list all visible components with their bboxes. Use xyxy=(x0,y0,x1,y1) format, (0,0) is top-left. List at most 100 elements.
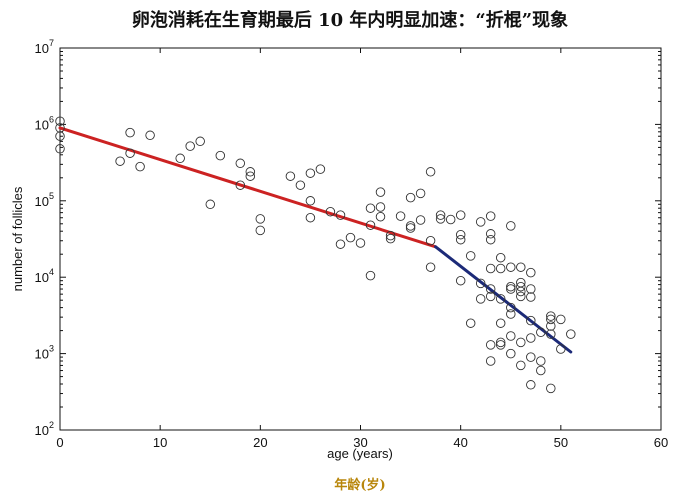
data-point xyxy=(305,196,316,206)
data-point xyxy=(506,281,516,292)
y-tick-label: 107 xyxy=(35,38,54,56)
data-point xyxy=(455,229,466,240)
data-point xyxy=(235,158,246,169)
data-point xyxy=(506,331,516,341)
data-point xyxy=(445,214,456,225)
data-point xyxy=(495,340,506,350)
chart-title: 卵泡消耗在生育期最后 10 年内明显加速：“折棍”现象 xyxy=(131,10,569,31)
data-point xyxy=(485,234,496,245)
data-point xyxy=(375,187,386,197)
data-point xyxy=(516,337,526,348)
data-point xyxy=(325,206,336,217)
data-point xyxy=(335,210,346,220)
data-point xyxy=(516,291,526,302)
fit-line-1 xyxy=(58,126,438,249)
data-point xyxy=(556,314,566,325)
data-point xyxy=(405,221,416,231)
data-point xyxy=(305,168,316,178)
data-point xyxy=(365,220,376,230)
data-point xyxy=(536,365,546,376)
data-point xyxy=(55,116,65,126)
data-point xyxy=(295,180,306,190)
data-point xyxy=(526,284,536,294)
data-point xyxy=(355,238,366,248)
data-point xyxy=(335,239,346,249)
data-point xyxy=(556,344,566,354)
x-tick-label: 0 xyxy=(56,435,63,450)
data-point xyxy=(215,150,226,161)
x-axis: 0 10 20 30 40 50 60 xyxy=(56,48,668,450)
data-point xyxy=(255,225,266,236)
data-point xyxy=(405,192,416,203)
data-point xyxy=(546,329,556,339)
x-tick-label: 60 xyxy=(654,435,668,450)
data-point xyxy=(125,148,135,158)
data-point xyxy=(245,171,256,181)
data-point xyxy=(485,291,496,302)
data-point xyxy=(546,311,556,321)
data-point xyxy=(365,270,376,281)
data-point xyxy=(516,286,526,297)
data-point xyxy=(506,302,516,313)
data-point xyxy=(475,294,486,304)
fit-line-2 xyxy=(434,245,573,354)
data-point xyxy=(205,199,216,210)
data-point xyxy=(516,281,526,292)
data-point xyxy=(546,321,556,331)
y-axis-label: number of follicles xyxy=(10,186,25,291)
chinese-x-axis-label: 年龄(岁) xyxy=(334,478,386,493)
data-point xyxy=(546,383,556,394)
data-point xyxy=(305,212,316,223)
data-point xyxy=(425,167,436,177)
data-point xyxy=(415,188,426,199)
data-point xyxy=(55,144,65,154)
data-point xyxy=(115,156,125,166)
x-tick-label: 30 xyxy=(353,435,367,450)
data-point xyxy=(455,275,466,286)
data-point xyxy=(526,267,536,278)
data-point xyxy=(495,252,506,263)
data-point xyxy=(145,130,155,141)
data-point xyxy=(135,161,145,172)
data-point xyxy=(475,278,486,289)
data-point xyxy=(435,210,446,220)
x-tick-label: 40 xyxy=(453,435,467,450)
data-point xyxy=(465,318,476,328)
data-point xyxy=(465,251,476,261)
x-tick-label: 50 xyxy=(554,435,568,450)
data-point xyxy=(526,315,536,326)
data-point xyxy=(506,348,516,359)
data-point xyxy=(485,229,496,239)
data-point xyxy=(345,232,356,243)
data-point xyxy=(375,202,386,212)
data-point xyxy=(455,210,466,220)
data-point xyxy=(405,223,416,233)
data-point xyxy=(485,340,496,350)
data-point xyxy=(485,284,496,294)
data-point xyxy=(516,262,526,272)
data-point xyxy=(365,203,376,213)
x-tick-label: 10 xyxy=(153,435,167,450)
data-point xyxy=(125,127,135,138)
data-point xyxy=(475,217,486,227)
data-point xyxy=(506,309,516,319)
data-point xyxy=(385,230,396,241)
data-point xyxy=(235,180,246,190)
data-point xyxy=(385,233,396,244)
y-tick-label: 103 xyxy=(35,344,54,362)
data-point xyxy=(395,211,406,221)
data-point xyxy=(375,211,386,222)
data-point xyxy=(536,356,546,366)
data-point xyxy=(495,337,506,348)
y-tick-label: 106 xyxy=(35,114,54,132)
data-point xyxy=(485,356,496,366)
data-points xyxy=(55,116,576,394)
data-point xyxy=(425,235,436,246)
data-point xyxy=(526,380,536,390)
data-point xyxy=(495,294,506,304)
data-point xyxy=(425,262,436,272)
data-point xyxy=(455,234,466,245)
data-point xyxy=(526,352,536,362)
x-tick-label: 20 xyxy=(253,435,267,450)
